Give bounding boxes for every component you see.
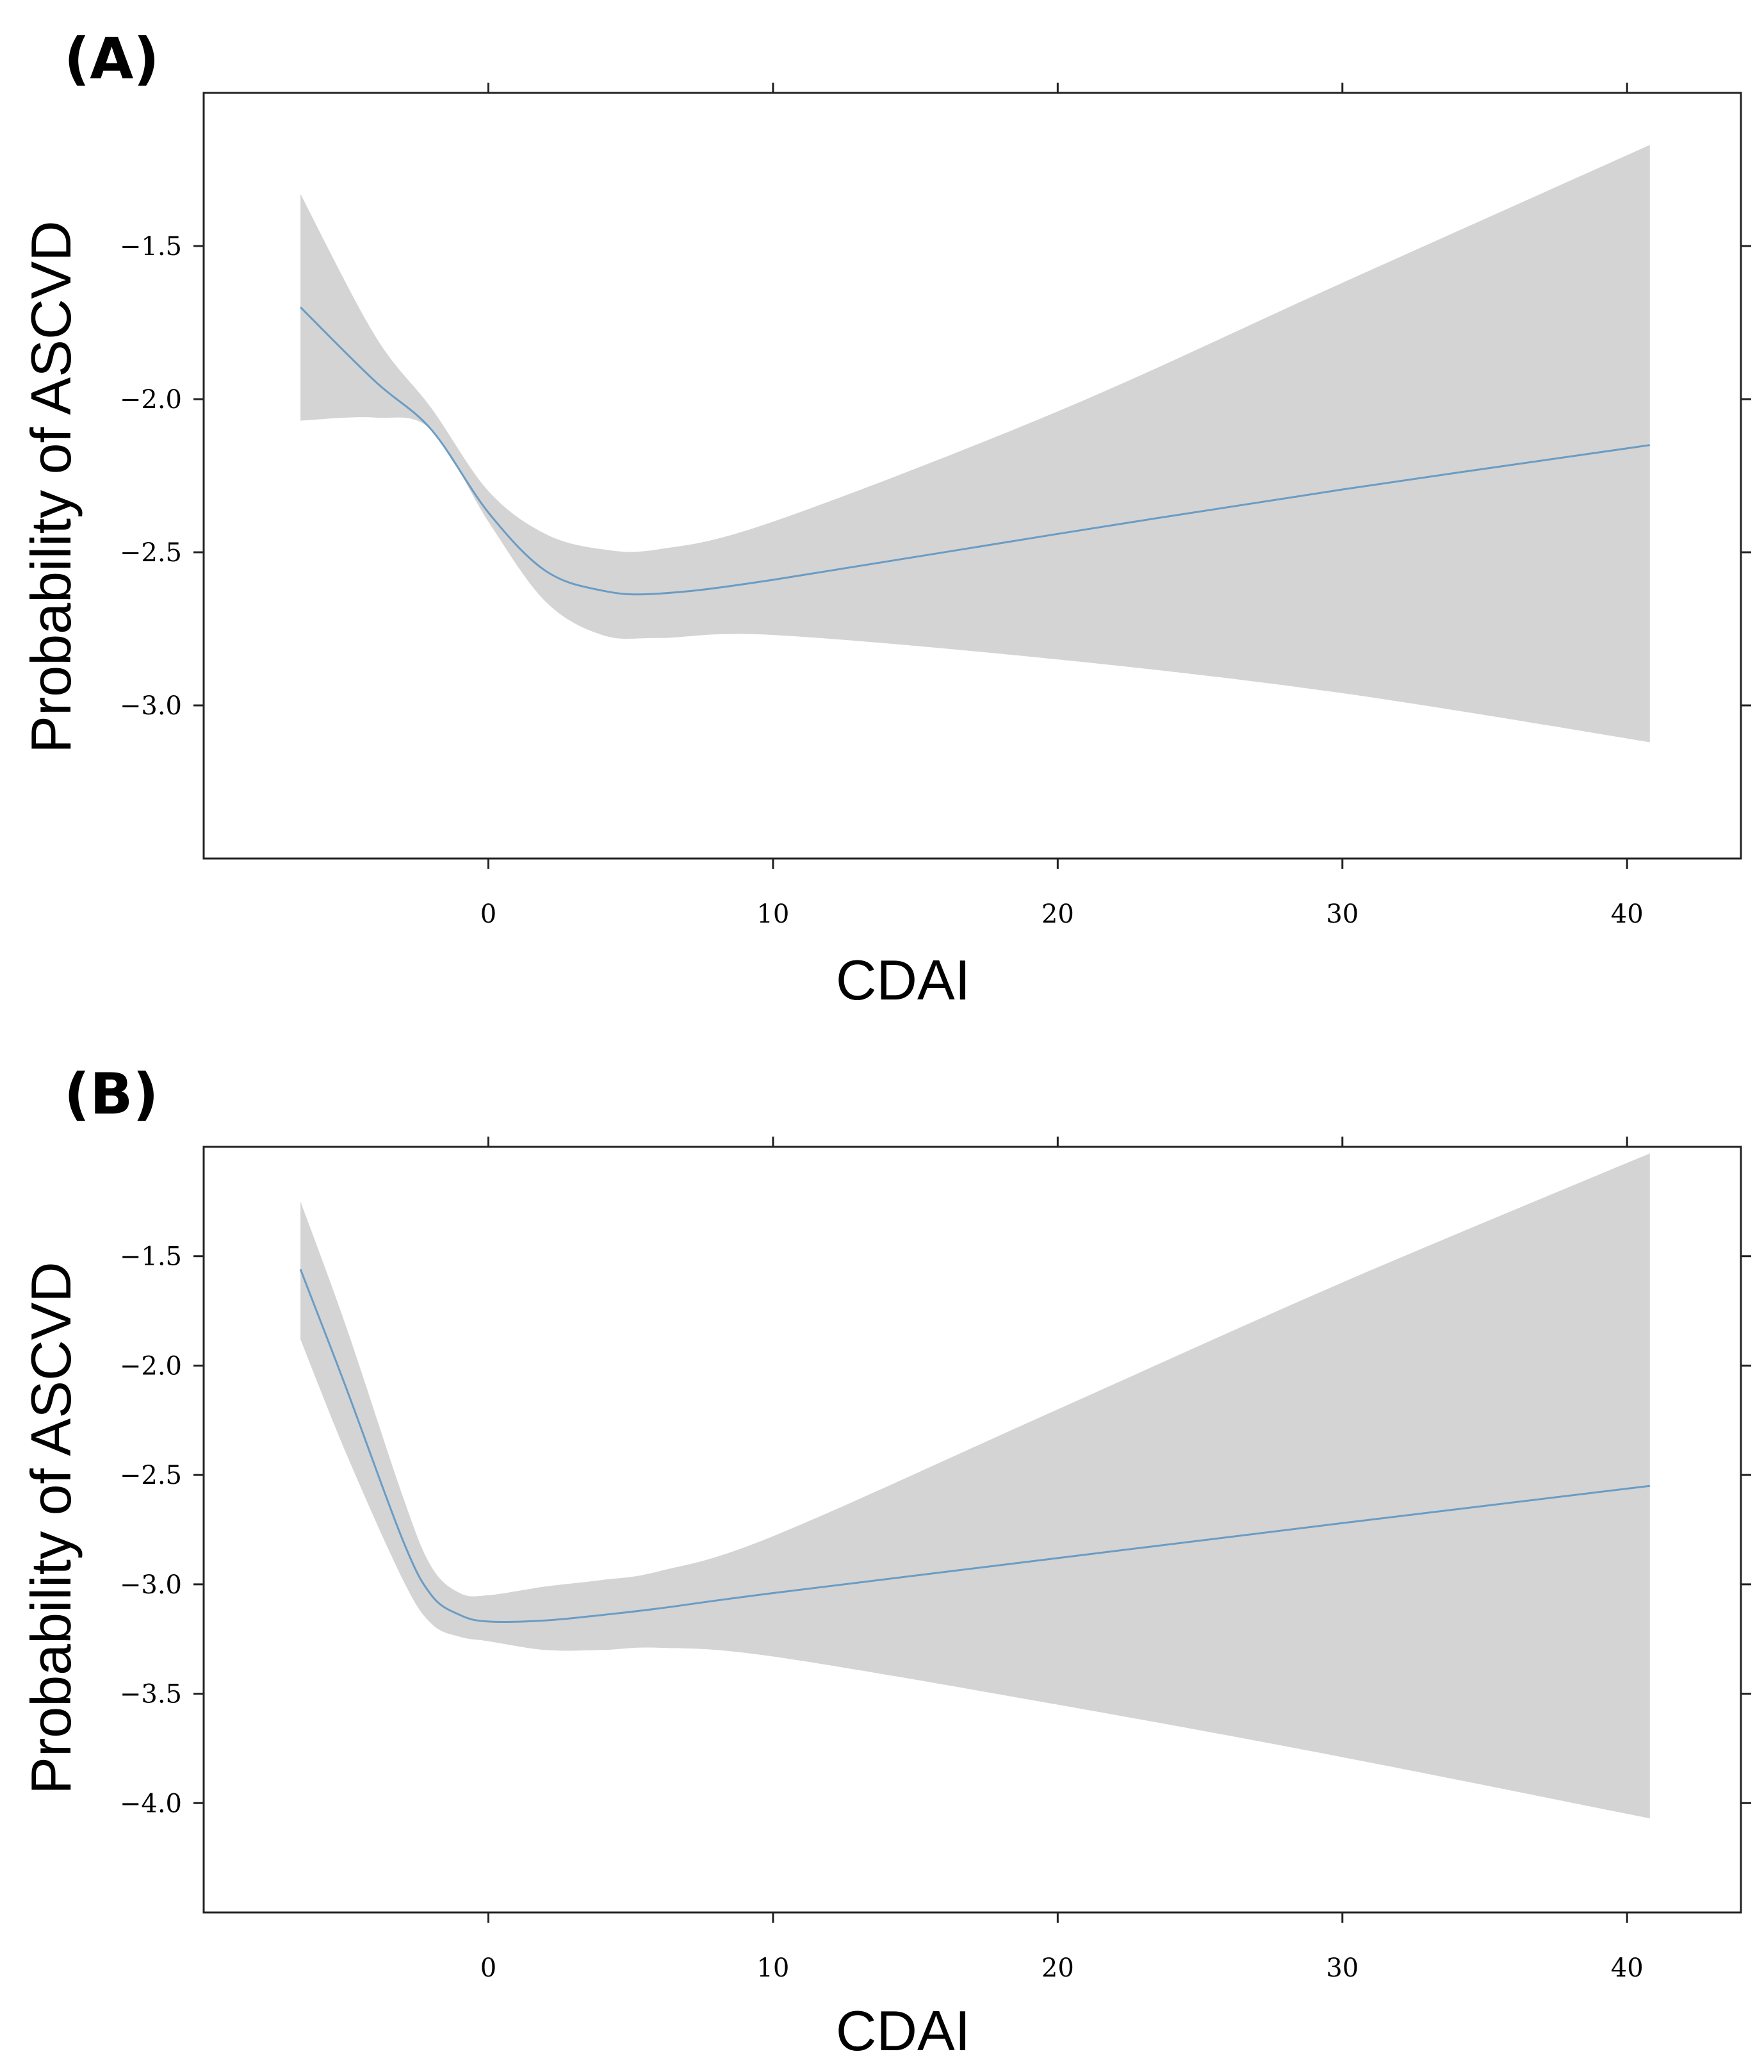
- panel-b-y-axis-title: Probability of ASCVD: [19, 1262, 83, 1795]
- panel-a-x-tick-label: 20: [1041, 900, 1074, 929]
- panel-a-y-tick-label: −1.5: [120, 232, 182, 261]
- panel-b-label: (B): [64, 1061, 159, 1127]
- panel-b-y-tick-label: −1.5: [120, 1242, 182, 1272]
- panel-b: (B) 0 10 20 30 40 −1.5 −2.0 −2.5 −3.0 −3.5 −4.0 CD…: [19, 1061, 1751, 2062]
- panel-a-x-tick-label: 10: [756, 900, 789, 929]
- panel-b-x-tick-label: 10: [756, 1953, 789, 1983]
- panel-a-y-tick-label: −2.0: [120, 385, 182, 415]
- panel-b-plot-frame: [202, 1146, 1742, 1914]
- panel-a-label: (A): [64, 26, 159, 92]
- panel-a-y-tick-label: −2.5: [120, 538, 182, 568]
- panel-b-y-tick-label: −3.0: [120, 1570, 182, 1600]
- panel-a-confidence-band: [300, 145, 1650, 743]
- panel-b-y-tick-label: −4.0: [120, 1789, 182, 1818]
- panel-a-y-axis-title: Probability of ASCVD: [19, 220, 83, 753]
- panel-b-x-tick-label: 30: [1326, 1953, 1359, 1983]
- panel-b-y-tick-label: −3.5: [120, 1680, 182, 1709]
- panel-a-x-tick-label: 30: [1326, 900, 1359, 929]
- panel-b-x-tick-label: 0: [480, 1953, 496, 1983]
- panel-b-fit-line: [299, 1269, 1650, 1623]
- panel-a-fit-line: [300, 306, 1651, 596]
- panel-b-x-tick-label: 20: [1041, 1953, 1074, 1983]
- panel-b-y-tick-label: −2.0: [120, 1351, 182, 1381]
- panel-b-confidence-band: [300, 1153, 1650, 1819]
- panel-a-x-axis-title: CDAI: [836, 948, 970, 1012]
- panel-a-x-tick-label: 40: [1611, 900, 1644, 929]
- panel-a: (A) 0 10 20 30 40 −1.5 −2.0 −2.5 −3.0 CDAI Proba…: [19, 26, 1751, 1012]
- panel-b-x-tick-label: 40: [1611, 1953, 1644, 1983]
- panel-a-plot-frame: [202, 92, 1742, 860]
- panel-a-y-tick-label: −3.0: [120, 691, 182, 721]
- panel-a-x-tick-label: 0: [480, 900, 496, 929]
- panel-b-x-axis-title: CDAI: [836, 1999, 970, 2062]
- panel-b-y-tick-label: −2.5: [120, 1461, 182, 1490]
